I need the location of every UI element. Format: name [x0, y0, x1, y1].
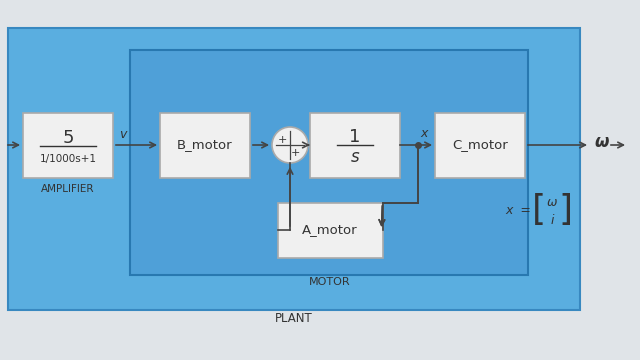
Bar — [435, 112, 525, 177]
Bar — [23, 112, 113, 177]
Text: +: + — [277, 135, 287, 145]
Circle shape — [272, 127, 308, 163]
Bar — [278, 202, 383, 257]
Bar — [160, 112, 250, 177]
Text: MOTOR: MOTOR — [309, 277, 351, 287]
Text: 1: 1 — [349, 128, 361, 146]
Bar — [8, 28, 580, 310]
Text: ω: ω — [594, 133, 609, 151]
Bar — [130, 50, 528, 275]
Text: +: + — [291, 148, 300, 158]
Text: C_motor: C_motor — [452, 139, 508, 152]
Text: PLANT: PLANT — [275, 311, 313, 324]
Text: ]: ] — [558, 193, 572, 227]
Text: x  =: x = — [505, 203, 531, 216]
Text: v: v — [119, 128, 126, 141]
Text: [: [ — [532, 193, 546, 227]
Text: ω: ω — [547, 195, 557, 208]
Text: AMPLIFIER: AMPLIFIER — [41, 184, 95, 194]
Text: 5: 5 — [62, 129, 74, 147]
Text: s: s — [351, 148, 359, 166]
Text: B_motor: B_motor — [177, 139, 233, 152]
Text: 1/1000s+1: 1/1000s+1 — [40, 154, 97, 164]
Bar — [310, 112, 400, 177]
Text: i: i — [550, 213, 554, 226]
Text: x: x — [420, 127, 428, 140]
Text: A_motor: A_motor — [302, 224, 358, 237]
